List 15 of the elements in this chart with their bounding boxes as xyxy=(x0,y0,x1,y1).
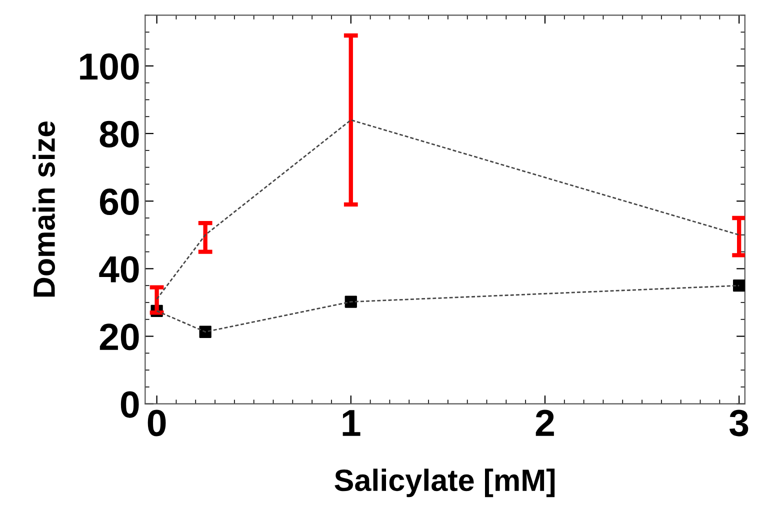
point xyxy=(344,296,357,308)
y-tick-label: 80 xyxy=(100,120,139,148)
y-tick-label: 60 xyxy=(100,188,139,216)
y-tick-label: 20 xyxy=(100,324,139,350)
y-tick-label: 0 xyxy=(120,391,139,418)
x-tick-label: 3 xyxy=(730,410,748,436)
x-tick-label: 2 xyxy=(536,410,554,436)
point xyxy=(199,326,212,338)
x-tick-label: 1 xyxy=(342,410,360,436)
y-axis-title: Domain size xyxy=(32,121,56,297)
x-tick-label: 0 xyxy=(148,410,166,436)
y-tick-label: 100 xyxy=(80,53,139,80)
point xyxy=(733,280,745,292)
x-axis-title: Salicylate [mM] xyxy=(334,468,555,498)
y-tick-label: 40 xyxy=(99,256,139,283)
